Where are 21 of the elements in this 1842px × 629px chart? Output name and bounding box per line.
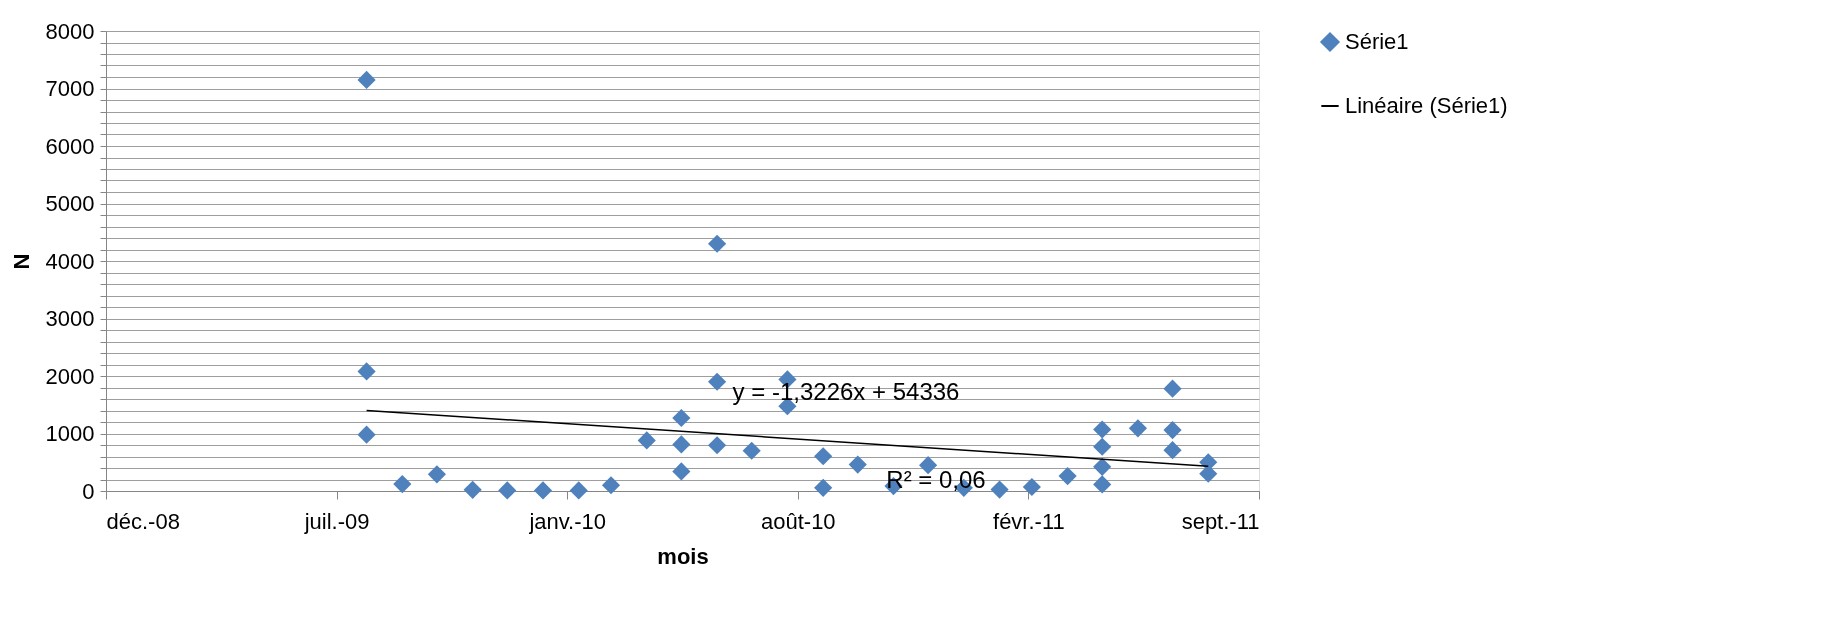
- y-tick-label: 5000: [45, 191, 95, 216]
- y-tick-label: 0: [82, 478, 95, 504]
- y-tick-label: 8000: [45, 18, 95, 44]
- y-tick-label: 1000: [45, 421, 95, 446]
- y-tick-label: 4000: [45, 248, 95, 274]
- legend-label: Série1: [1345, 29, 1409, 54]
- x-tick-label: déc.-08: [106, 508, 180, 534]
- annotation: y = -1,3226x + 54336: [732, 378, 960, 405]
- x-tick-label: juil.-09: [303, 508, 370, 534]
- x-tick-label: août-10: [760, 508, 836, 534]
- y-tick-label: 6000: [45, 133, 95, 159]
- annotation: R² = 0,06: [886, 466, 986, 493]
- x-axis-title: mois: [657, 543, 709, 569]
- legend-label: Linéaire (Série1): [1345, 93, 1508, 118]
- y-axis-title: N: [8, 253, 34, 270]
- x-tick-label: sept.-11: [1181, 508, 1260, 534]
- y-tick-label: 2000: [45, 363, 95, 389]
- y-tick-label: 7000: [45, 76, 95, 101]
- x-tick-label: févr.-11: [993, 508, 1065, 534]
- x-tick-label: janv.-10: [528, 508, 607, 534]
- y-tick-label: 3000: [45, 306, 95, 331]
